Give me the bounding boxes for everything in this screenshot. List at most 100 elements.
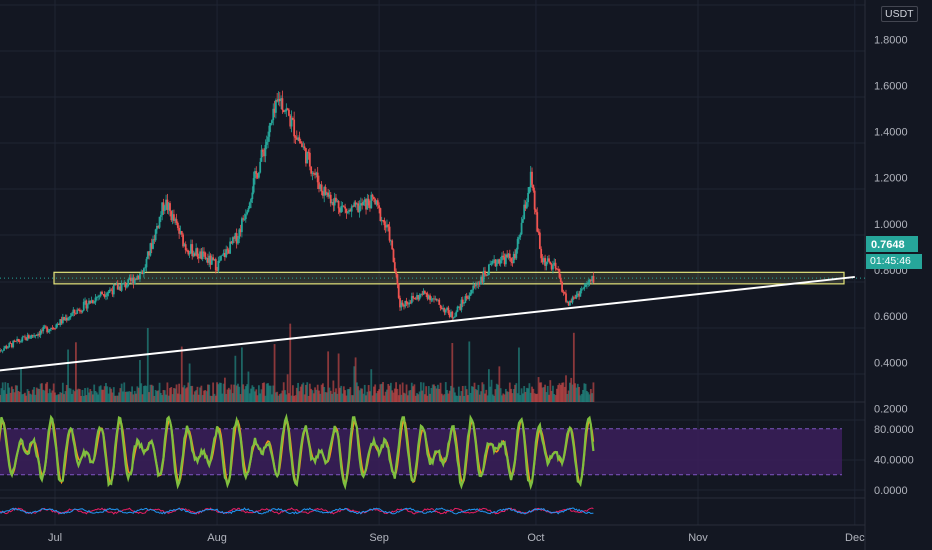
candle-body bbox=[234, 233, 237, 239]
candle-body bbox=[183, 244, 186, 247]
volume-bar bbox=[5, 393, 8, 402]
candle-body bbox=[71, 313, 73, 316]
candle-body bbox=[497, 259, 499, 264]
volume-bar bbox=[148, 392, 150, 402]
candle-body bbox=[97, 296, 100, 298]
volume-bar bbox=[541, 387, 544, 402]
volume-bar bbox=[341, 393, 344, 402]
candle-body bbox=[159, 215, 162, 217]
candle-body bbox=[170, 211, 173, 221]
candle-body bbox=[192, 253, 195, 257]
candle-body bbox=[7, 347, 9, 349]
candle-body bbox=[319, 184, 322, 189]
volume-bar bbox=[525, 387, 528, 402]
candle-body bbox=[553, 262, 556, 266]
candle-body bbox=[209, 255, 212, 265]
candle-body bbox=[78, 309, 81, 312]
candle-body bbox=[129, 277, 132, 281]
volume-bar bbox=[123, 382, 126, 402]
volume-bar bbox=[403, 392, 405, 402]
candle-body bbox=[95, 297, 98, 298]
volume-bar bbox=[427, 386, 430, 402]
candle-body bbox=[480, 276, 482, 285]
volume-bar bbox=[361, 388, 364, 402]
candle-body bbox=[501, 255, 503, 261]
volume-bar bbox=[480, 391, 482, 402]
candle-body bbox=[358, 205, 361, 213]
volume-bar bbox=[171, 394, 174, 402]
candle-body bbox=[383, 220, 386, 226]
candle-body bbox=[437, 299, 439, 301]
volume-bar bbox=[452, 387, 455, 402]
candle-body bbox=[260, 149, 263, 162]
volume-bar bbox=[122, 391, 124, 402]
volume-bar bbox=[477, 384, 480, 402]
volume-bar bbox=[72, 389, 75, 402]
candle-body bbox=[515, 249, 518, 259]
candle-body bbox=[69, 315, 72, 318]
candle-body bbox=[259, 161, 262, 173]
candle-body bbox=[591, 276, 594, 281]
candle-body bbox=[345, 208, 348, 213]
volume-bar bbox=[51, 390, 54, 402]
candle-body bbox=[61, 317, 64, 324]
candle-body bbox=[344, 206, 347, 209]
candle-body bbox=[454, 316, 456, 318]
candle-body bbox=[374, 199, 377, 205]
candle-body bbox=[179, 231, 182, 234]
candle-body bbox=[161, 202, 164, 216]
volume-bar bbox=[566, 393, 569, 402]
candle-body bbox=[322, 191, 324, 196]
volume-bar bbox=[140, 383, 143, 402]
candle-body bbox=[307, 152, 310, 153]
candle-body bbox=[157, 226, 160, 228]
volume-bar bbox=[550, 390, 553, 402]
currency-badge[interactable]: USDT bbox=[881, 6, 918, 22]
volume-bar bbox=[562, 382, 565, 402]
candle-body bbox=[305, 148, 307, 164]
candle-body bbox=[586, 283, 588, 285]
volume-bar bbox=[426, 395, 429, 402]
candle-body bbox=[46, 327, 49, 333]
volume-bar bbox=[570, 377, 573, 402]
volume-bar bbox=[353, 366, 356, 402]
candle-body bbox=[90, 300, 93, 303]
candle-body bbox=[56, 324, 59, 325]
candle-body bbox=[93, 302, 96, 304]
candle-body bbox=[339, 208, 341, 213]
volume-bar bbox=[307, 395, 310, 402]
candle-body bbox=[142, 268, 145, 274]
volume-bar bbox=[527, 388, 530, 402]
volume-bar bbox=[142, 386, 145, 402]
volume-bar bbox=[144, 385, 147, 402]
volume-bar bbox=[487, 369, 490, 402]
candle-body bbox=[438, 299, 441, 305]
candle-body bbox=[298, 137, 301, 142]
volume-bar bbox=[537, 377, 540, 402]
volume-bar bbox=[180, 346, 183, 402]
volume-bar bbox=[187, 382, 190, 402]
candle-body bbox=[213, 259, 216, 260]
candle-body bbox=[26, 335, 29, 341]
volume-bar bbox=[33, 387, 35, 402]
volume-bar bbox=[504, 388, 507, 402]
x-tick-label: Nov bbox=[688, 532, 708, 544]
candle-body bbox=[176, 222, 179, 228]
candle-body bbox=[456, 306, 459, 312]
volume-bar bbox=[391, 390, 394, 402]
candle-body bbox=[271, 120, 273, 124]
volume-bar bbox=[536, 393, 539, 402]
candle-body bbox=[295, 137, 298, 140]
candle-body bbox=[544, 258, 546, 266]
y-tick-label: 0.6000 bbox=[874, 311, 908, 323]
candle-body bbox=[150, 243, 153, 249]
volume-bar bbox=[591, 393, 594, 402]
candle-body bbox=[166, 199, 169, 210]
candle-body bbox=[116, 284, 119, 290]
volume-bar bbox=[261, 383, 264, 402]
candle-body bbox=[372, 196, 375, 200]
candle-body bbox=[312, 172, 315, 174]
volume-bar bbox=[485, 389, 488, 402]
